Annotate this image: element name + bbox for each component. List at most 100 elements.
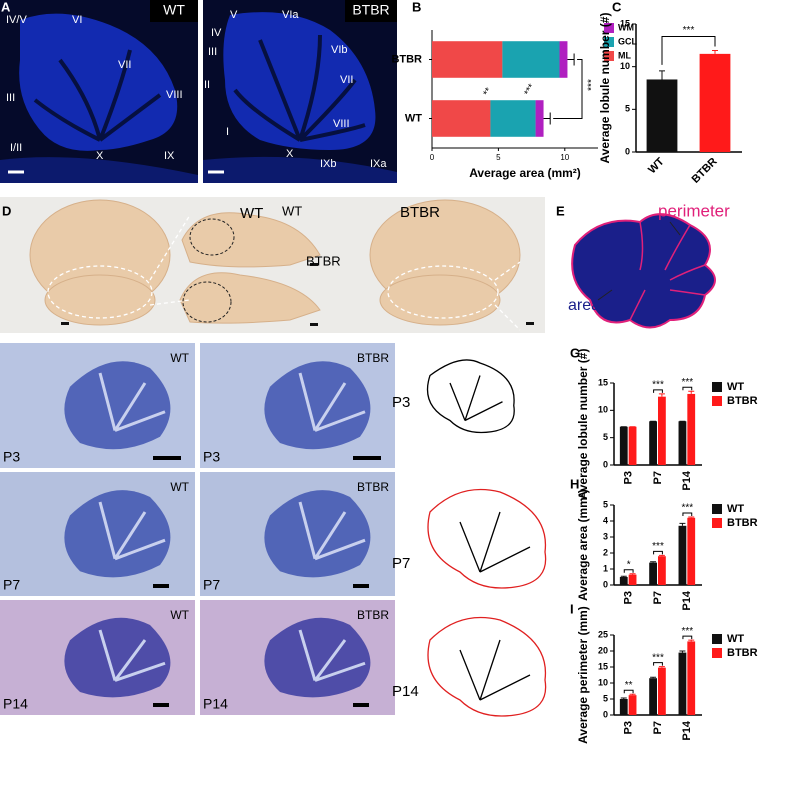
significance: *** (652, 380, 664, 391)
lobule-label: VI (72, 14, 82, 26)
significance: *** (522, 82, 537, 98)
section-fissures (98, 629, 166, 682)
legend-label: ML (618, 50, 631, 60)
legend-label: GCL (618, 36, 638, 46)
legend-swatch (604, 23, 614, 33)
legend-label: BTBR (727, 647, 758, 659)
panel-label: C (612, 0, 622, 14)
bar (687, 393, 696, 465)
error-bar (712, 49, 718, 54)
lobule-label: VII (118, 59, 131, 71)
scale-bar (153, 703, 169, 707)
bar-segment (490, 100, 536, 137)
legend-swatch (712, 648, 722, 658)
genotype-tag: BTBR (400, 204, 440, 221)
y-axis-label: Average lobule number (#) (576, 349, 590, 500)
significance: *** (652, 652, 664, 663)
error-bar (620, 697, 627, 699)
significance-bracket (653, 662, 663, 666)
cerebellum-section (264, 617, 371, 698)
bar (649, 678, 657, 715)
lobule-label: VIII (333, 118, 350, 130)
genotype-tag: WT (170, 480, 189, 494)
bar (619, 699, 628, 715)
age-label: P3 (203, 449, 220, 465)
panel-label: D (2, 203, 11, 218)
lobule-label: IXb (320, 158, 337, 170)
scale-bar (353, 456, 381, 460)
lobule-label: I (226, 126, 229, 138)
error-bar (543, 112, 551, 125)
lobule-label: VIa (282, 9, 299, 21)
y-tick-label: 1 (603, 563, 608, 573)
bar (628, 574, 637, 585)
significance: *** (587, 79, 598, 91)
age-label: P3 (3, 449, 20, 465)
x-tick-label: P7 (652, 721, 664, 734)
error-bar (629, 693, 636, 696)
lobule-label: VIII (166, 89, 183, 101)
x-tick-label: 0 (430, 153, 435, 162)
x-tick-label: P3 (623, 721, 635, 734)
error-bar (567, 53, 575, 66)
significance: ** (625, 680, 633, 691)
error-bar (659, 70, 665, 80)
x-tick-label: 10 (560, 153, 569, 162)
age-label: P7 (3, 577, 20, 593)
y-tick-label: 5 (603, 499, 608, 509)
bar (678, 525, 687, 585)
significance: *** (683, 25, 695, 36)
bar (646, 79, 678, 152)
bar (628, 426, 637, 465)
genotype-tag: WT (282, 203, 302, 218)
panel-label: G (570, 345, 580, 360)
genotype-tag: BTBR (306, 253, 341, 268)
age-label: P3 (392, 394, 410, 411)
brain-photos (29, 199, 521, 326)
y-tick-label: 10 (620, 61, 630, 71)
significance: *** (681, 377, 693, 388)
y-tick-label: BTBR (391, 53, 422, 65)
error-bar (650, 561, 657, 563)
lobule-label: VII (340, 74, 353, 86)
significance: * (627, 559, 631, 570)
legend-label: WM (618, 22, 634, 32)
significance: *** (681, 626, 693, 637)
area-label: area (568, 297, 600, 314)
outline-drawing (427, 488, 547, 589)
bar (699, 53, 731, 152)
y-tick-label: WT (405, 112, 422, 124)
error-bar (688, 390, 695, 394)
tag-box (345, 0, 397, 22)
x-axis-label: Average area (mm²) (469, 166, 581, 180)
outline-inner (459, 511, 531, 573)
scale-bar (61, 263, 534, 326)
y-tick-label: 5 (603, 432, 608, 442)
lobule-label: VIb (331, 44, 348, 56)
section-fissures (98, 501, 166, 561)
pointer (597, 289, 613, 301)
bar (628, 695, 637, 715)
significance: *** (652, 541, 664, 552)
y-tick-label: 15 (620, 18, 630, 28)
age-label: P7 (392, 555, 410, 572)
y-tick-label: 15 (598, 377, 608, 387)
lobule-label: III (208, 46, 217, 58)
age-label: P14 (392, 683, 419, 700)
y-tick-label: 5 (603, 693, 608, 703)
lobule-label: IX (164, 150, 175, 162)
outline-drawing (427, 616, 547, 717)
pointer (669, 221, 681, 236)
error-bar (658, 393, 665, 397)
y-tick-label: 3 (603, 531, 608, 541)
bar (687, 517, 696, 585)
bar (678, 652, 687, 715)
x-tick-label: P3 (623, 591, 635, 604)
lobule-label: X (286, 148, 294, 160)
legend-swatch (712, 518, 722, 528)
genotype-tag: BTBR (357, 351, 389, 365)
lobule-label: IV (211, 27, 222, 39)
cerebellum-outline (182, 218, 235, 323)
legend-label: BTBR (727, 395, 758, 407)
